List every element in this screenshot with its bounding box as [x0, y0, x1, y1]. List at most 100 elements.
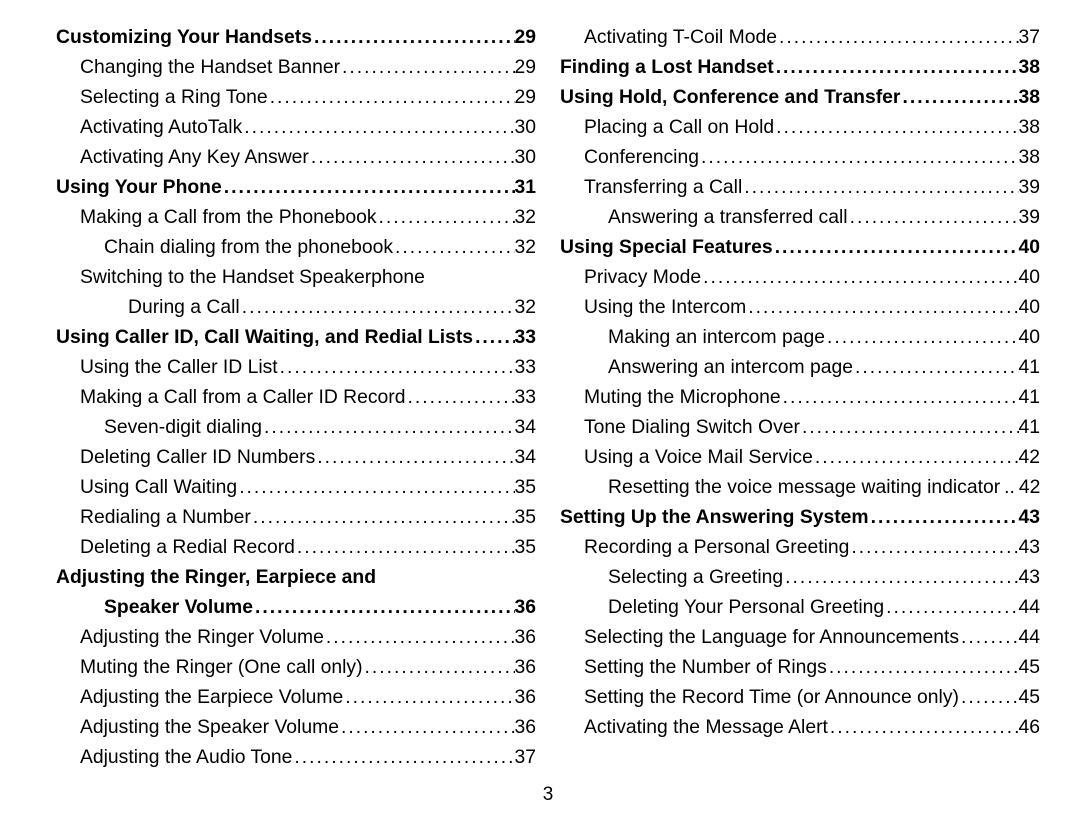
- toc-entry: Deleting a Redial Record35: [56, 538, 536, 568]
- toc-entry: Adjusting the Ringer Volume36: [56, 628, 536, 658]
- toc-entry-label: Conferencing: [584, 148, 699, 167]
- toc-entry: Switching to the Handset Speakerphone: [56, 268, 536, 298]
- toc-entry-page: 44: [1019, 628, 1041, 647]
- toc-entry-leader: [800, 418, 1019, 437]
- toc-entry: Making a Call from the Phonebook32: [56, 208, 536, 238]
- toc-entry-page: 36: [515, 598, 537, 617]
- toc-entry-page: 46: [1019, 718, 1041, 737]
- toc-entry-page: 44: [1019, 598, 1041, 617]
- toc-entry-page: 42: [1019, 448, 1041, 467]
- toc-entry-page: 39: [1019, 178, 1041, 197]
- toc-entry-label: Using Special Features: [560, 238, 773, 257]
- toc-entry-label: Selecting a Ring Tone: [80, 88, 268, 107]
- toc-entry-label: Deleting a Redial Record: [80, 538, 295, 557]
- toc-entry-label: Deleting Your Personal Greeting: [608, 598, 884, 617]
- toc-entry-leader: [251, 508, 515, 527]
- toc-entry-label: Selecting a Greeting: [608, 568, 783, 587]
- toc-entry: Setting the Number of Rings45: [560, 658, 1040, 688]
- toc-entry-page: 38: [1019, 148, 1041, 167]
- toc-entry-leader: [774, 118, 1018, 137]
- toc-entry: Adjusting the Earpiece Volume 36: [56, 688, 536, 718]
- toc-entry: Tone Dialing Switch Over41: [560, 418, 1040, 448]
- toc-entry-page: 29: [515, 88, 537, 107]
- toc-entry-label: Deleting Caller ID Numbers: [80, 448, 315, 467]
- toc-entry-label: Adjusting the Earpiece Volume: [80, 688, 343, 707]
- toc-entry-label: Using the Intercom: [584, 298, 746, 317]
- toc-entry: Making an intercom page40: [560, 328, 1040, 358]
- toc-entry-page: 38: [1019, 118, 1041, 137]
- toc-entry-leader: [473, 328, 514, 347]
- toc-entry-leader: [405, 388, 514, 407]
- toc-entry: Adjusting the Ringer, Earpiece and: [56, 568, 536, 598]
- toc-entry-page: 41: [1019, 418, 1041, 437]
- toc-entry-label: Setting the Number of Rings: [584, 658, 827, 677]
- toc-entry: Deleting Caller ID Numbers34: [56, 448, 536, 478]
- toc-entry-page: 42: [1019, 478, 1040, 497]
- toc-entry-leader: [777, 28, 1018, 47]
- toc-entry-leader: [884, 598, 1018, 617]
- toc-entry: Redialing a Number35: [56, 508, 536, 538]
- toc-entry: Activating Any Key Answer30: [56, 148, 536, 178]
- toc-entry-leader: [253, 598, 515, 617]
- toc-entry-leader: [813, 448, 1019, 467]
- toc-entry: Using Caller ID, Call Waiting, and Redia…: [56, 328, 536, 358]
- toc-entry-leader: [343, 688, 514, 707]
- toc-entry-label: Answering a transferred call: [608, 208, 848, 227]
- toc-entry-page: 36: [515, 718, 537, 737]
- toc-entry-leader: [242, 118, 514, 137]
- toc-entry-leader: [324, 628, 515, 647]
- toc-entry: Adjusting the Speaker Volume36: [56, 718, 536, 748]
- toc-entry-label: Placing a Call on Hold: [584, 118, 774, 137]
- toc-entry-label: Setting Up the Answering System: [560, 508, 869, 527]
- toc-entry-page: 38: [1019, 88, 1041, 107]
- toc-entry-page: 37: [515, 748, 537, 767]
- toc-entry-page: 29: [515, 58, 537, 77]
- toc-column-left: Customizing Your Handsets 29 Changing the …: [56, 28, 536, 778]
- toc-entry-page: 36: [515, 658, 537, 677]
- toc-entry: Recording a Personal Greeting43: [560, 538, 1040, 568]
- toc-entry-leader: [262, 418, 515, 437]
- toc-entry-label: Using Hold, Conference and Transfer: [560, 88, 900, 107]
- toc-entry-label: Changing the Handset Banner: [80, 58, 340, 77]
- toc-entry-label: Making a Call from the Phonebook: [80, 208, 377, 227]
- toc-entry-label: Customizing Your Handsets: [56, 28, 312, 47]
- toc-entry-page: 31: [515, 178, 537, 197]
- toc-entry-leader: [853, 358, 1019, 377]
- toc-entry: Customizing Your Handsets 29: [56, 28, 536, 58]
- toc-entry-leader: [377, 208, 515, 227]
- toc-entry-leader: [959, 688, 1019, 707]
- toc-entry-label: Setting the Record Time (or Announce onl…: [584, 688, 959, 707]
- toc-entry-page: 32: [515, 298, 537, 317]
- toc-entry-page: 43: [1019, 508, 1041, 527]
- toc-entry-leader: [701, 268, 1018, 287]
- toc-entry-label: Making an intercom page: [608, 328, 825, 347]
- toc-entry: Activating T-Coil Mode37: [560, 28, 1040, 58]
- toc-entry: Activating the Message Alert 46: [560, 718, 1040, 748]
- toc-entry-page: 43: [1019, 568, 1041, 587]
- toc-entry-page: 30: [515, 118, 537, 137]
- toc-entry-label: Finding a Lost Handset: [560, 58, 774, 77]
- toc-entry: Chain dialing from the phonebook32: [56, 238, 536, 268]
- toc-entry-label: Muting the Ringer (One call only): [80, 658, 363, 677]
- toc-entry-page: 43: [1019, 538, 1041, 557]
- toc-entry-leader: [295, 538, 515, 557]
- toc-entry: During a Call32: [56, 298, 536, 328]
- toc-entry: Selecting a Ring Tone 29: [56, 88, 536, 118]
- toc-entry-label: Seven-digit dialing: [104, 418, 262, 437]
- toc-entry-leader: [393, 238, 514, 257]
- toc-entry-leader: [340, 58, 514, 77]
- toc-entry-page: 29: [515, 28, 537, 47]
- toc-entry-leader: [699, 148, 1019, 167]
- toc-entry-label: Muting the Microphone: [584, 388, 781, 407]
- toc-entry: Using Your Phone31: [56, 178, 536, 208]
- toc-entry-page: 36: [515, 688, 537, 707]
- toc-entry-page: 40: [1019, 298, 1041, 317]
- toc-entry-page: 41: [1019, 358, 1041, 377]
- toc-entry-leader: [869, 508, 1019, 527]
- toc-entry: Making a Call from a Caller ID Record33: [56, 388, 536, 418]
- toc-entry-page: 34: [515, 418, 537, 437]
- toc-entry-label: Making a Call from a Caller ID Record: [80, 388, 405, 407]
- toc-entry-label: Adjusting the Ringer Volume: [80, 628, 324, 647]
- toc-entry-leader: [312, 28, 515, 47]
- toc-entry-label: Activating the Message Alert: [584, 718, 828, 737]
